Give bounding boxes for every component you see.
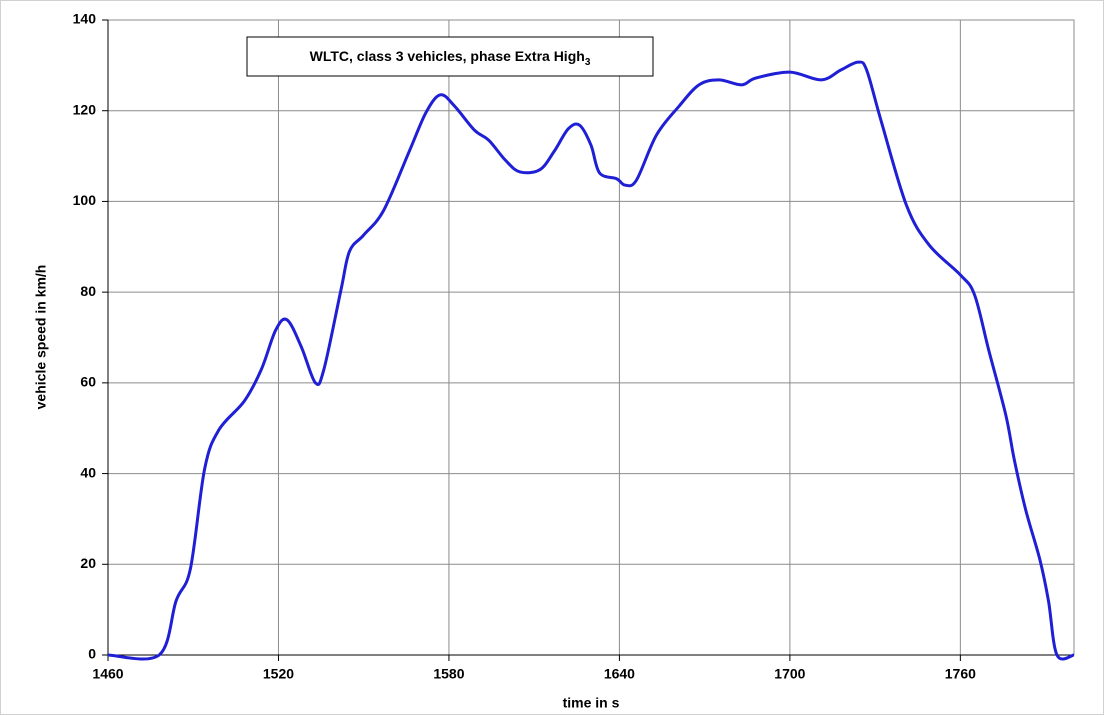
x-tick-label: 1520 [263, 666, 294, 682]
y-tick-label: 100 [73, 192, 97, 208]
x-tick-label: 1700 [774, 666, 805, 682]
y-tick-label: 0 [88, 646, 96, 662]
y-tick-label: 20 [80, 555, 96, 571]
y-axis-label: vehicle speed in km/h [33, 265, 49, 410]
y-tick-label: 40 [80, 464, 96, 480]
y-tick-label: 120 [73, 101, 97, 117]
title-box [246, 36, 654, 77]
y-tick-label: 60 [80, 374, 96, 390]
y-tick-label: 80 [80, 283, 96, 299]
x-tick-label: 1580 [433, 666, 464, 682]
title-main: WLTC, class 3 vehicles, phase Extra High [310, 48, 585, 64]
title-subscript: 3 [585, 57, 591, 68]
plot [107, 60, 1075, 661]
x-axis-label: time in s [563, 695, 620, 711]
x-tick-label: 1460 [92, 666, 123, 682]
x-tick-label: 1640 [604, 666, 635, 682]
line-series [107, 60, 1075, 661]
y-tick-label: 140 [73, 11, 97, 27]
x-tick-label: 1760 [945, 666, 976, 682]
chart-title: WLTC, class 3 vehicles, phase Extra High… [310, 48, 591, 68]
grid [102, 19, 1075, 661]
